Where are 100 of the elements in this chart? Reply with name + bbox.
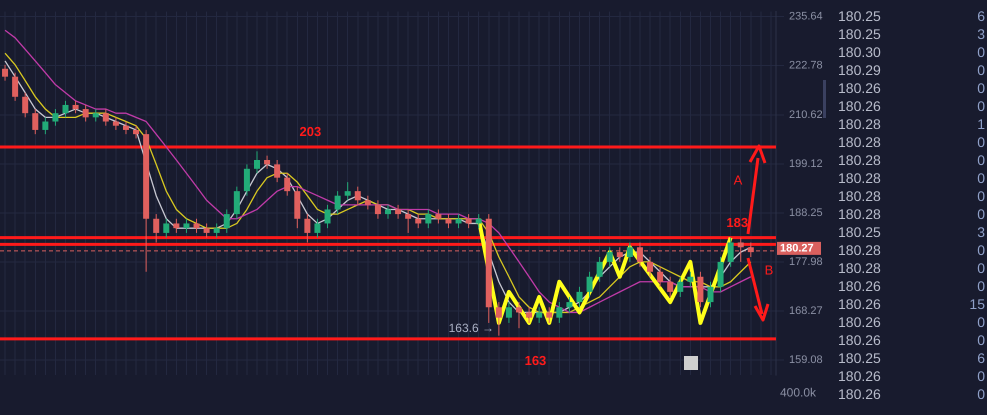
text: 0 — [977, 278, 986, 294]
candlestick — [173, 218, 180, 234]
candlestick — [496, 302, 502, 336]
candlestick — [133, 125, 140, 139]
text: 180.29 — [838, 62, 882, 78]
candlestick — [435, 208, 442, 224]
text: 15 — [969, 296, 986, 312]
text: 0 — [977, 368, 986, 384]
candlestick — [334, 190, 341, 215]
candlestick — [183, 218, 190, 234]
text: 180.28 — [838, 134, 882, 150]
text: 180.25 — [838, 26, 882, 42]
candlestick — [647, 256, 654, 278]
candlestick — [264, 155, 270, 170]
candlestick — [364, 195, 371, 210]
ref-line-label: 163 — [524, 352, 546, 368]
text: 1 — [977, 116, 986, 132]
candlestick — [456, 214, 462, 229]
text: 180.28 — [838, 170, 882, 186]
candlestick — [82, 104, 89, 122]
candlestick — [586, 271, 593, 298]
candlestick — [546, 306, 552, 324]
annotation: 163.6 → — [448, 320, 494, 335]
y-tick-label: 177.98 — [789, 256, 823, 268]
text: 0 — [977, 170, 986, 186]
y-tick-label: 168.27 — [789, 305, 823, 318]
text: 0 — [977, 206, 986, 222]
text: 180.26 — [838, 98, 882, 114]
candlestick — [576, 286, 582, 308]
y-tick-label: 235.64 — [789, 10, 823, 23]
candlestick — [12, 72, 18, 102]
text: 6 — [977, 8, 986, 24]
y-tick-label: 210.62 — [789, 108, 823, 121]
text: 180.26 — [838, 278, 882, 294]
candlestick — [566, 296, 572, 313]
text: 3 — [977, 224, 986, 240]
text: 180.28 — [838, 152, 882, 168]
candlestick — [415, 214, 422, 229]
text: 180.28 — [838, 242, 882, 258]
text: 180.26 — [838, 386, 882, 402]
candlestick — [374, 200, 381, 220]
text: 180.26 — [838, 296, 882, 312]
candlestick — [224, 208, 230, 234]
candlestick — [72, 100, 79, 114]
y-tick-label: 188.25 — [789, 206, 823, 219]
annotation: A — [734, 172, 743, 188]
candlestick — [667, 276, 674, 298]
candlestick — [344, 182, 351, 201]
text: 0 — [977, 386, 986, 402]
candlestick — [748, 242, 754, 258]
candlestick — [516, 302, 522, 329]
text: 180.26 — [838, 368, 882, 384]
text: 0 — [977, 98, 986, 114]
text: 180.25 — [838, 224, 882, 240]
candlestick — [194, 218, 200, 234]
candlestick — [728, 237, 734, 268]
candlestick — [22, 92, 28, 118]
candlestick — [526, 306, 532, 324]
candlestick — [536, 306, 542, 324]
candlestick — [244, 164, 250, 196]
candlestick — [2, 64, 8, 82]
y-tick-label: 199.12 — [789, 158, 823, 170]
candlestick — [204, 222, 210, 238]
text: 180.28 — [838, 116, 882, 132]
text: 0 — [977, 242, 986, 258]
candlestick — [163, 218, 170, 238]
text: 180.30 — [838, 44, 882, 60]
candlestick — [707, 281, 714, 308]
candlestick — [395, 204, 402, 220]
candlestick — [153, 214, 160, 243]
text: 0 — [977, 332, 986, 348]
text: 180.28 — [838, 260, 882, 276]
candlestick — [425, 208, 432, 229]
text: 400.0k — [780, 385, 818, 400]
candlestick — [405, 208, 412, 234]
candlestick — [254, 150, 260, 174]
candlestick — [42, 116, 48, 135]
text: 180.28 — [838, 188, 882, 204]
candlestick — [476, 214, 482, 229]
candlestick — [687, 271, 694, 288]
candlestick — [112, 116, 119, 130]
candlestick — [445, 214, 452, 229]
candlestick — [677, 276, 684, 298]
candlestick — [102, 108, 109, 126]
candlestick — [354, 186, 361, 206]
candlestick — [556, 302, 562, 324]
candlestick — [32, 108, 38, 135]
candlestick — [385, 204, 391, 220]
text: 0 — [977, 62, 986, 78]
text: 180.25 — [838, 8, 882, 24]
text: 0 — [977, 314, 986, 330]
candlestick — [324, 204, 331, 229]
candlestick — [52, 108, 58, 126]
text: 0 — [977, 188, 986, 204]
text: 0 — [977, 44, 986, 60]
ref-line-label: 203 — [300, 124, 322, 140]
candlestick — [626, 242, 633, 262]
candlestick — [596, 256, 603, 282]
ref-line-label: 180.27 — [780, 242, 814, 254]
text: 180.26 — [838, 314, 882, 330]
